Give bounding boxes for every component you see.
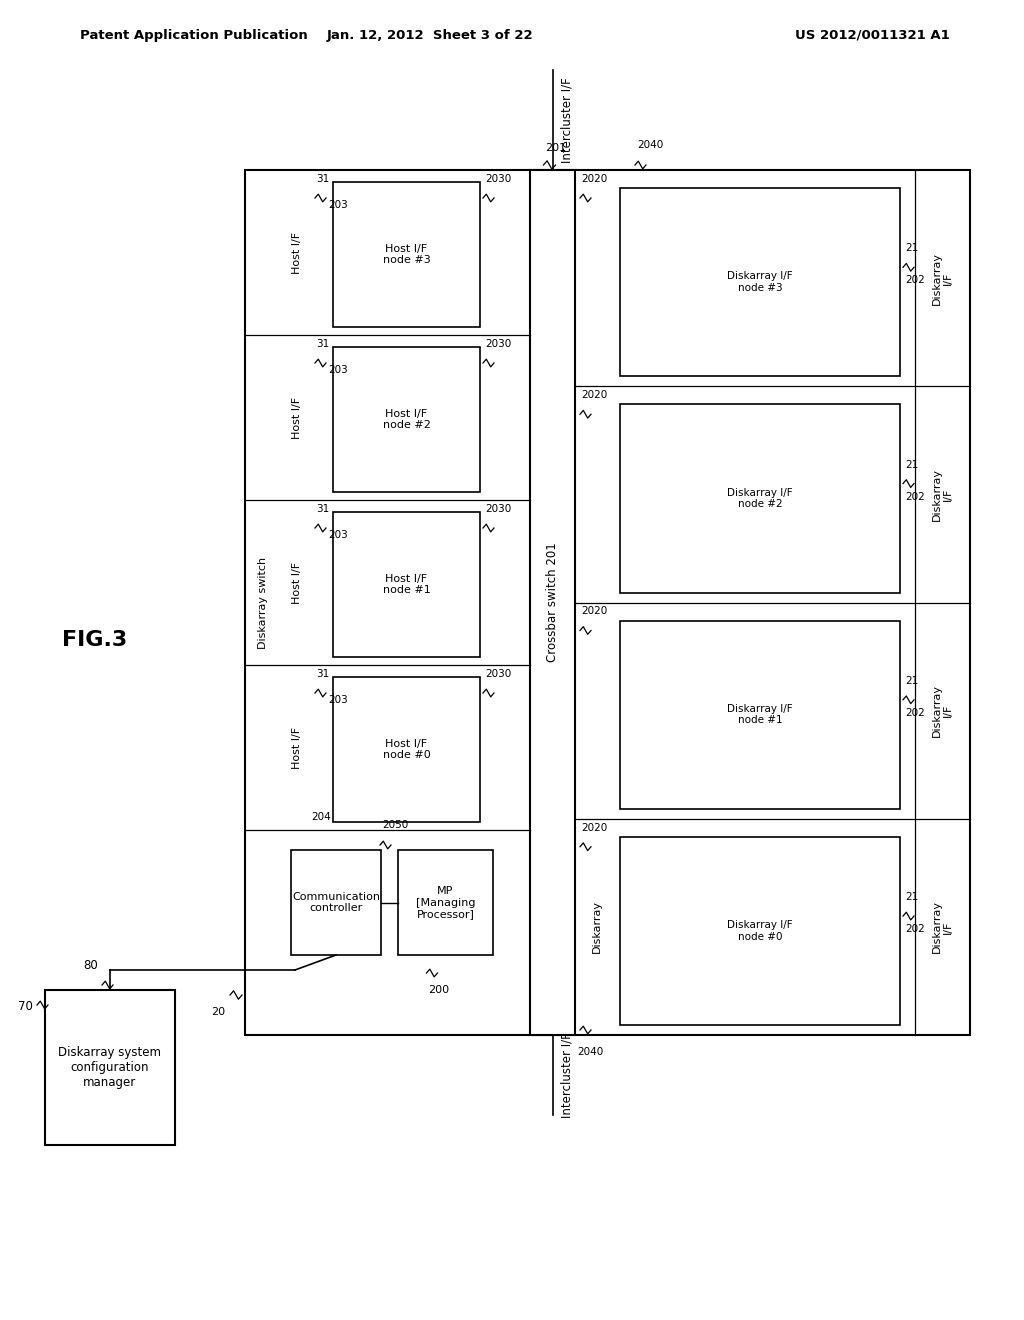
Text: Diskarray I/F
node #2: Diskarray I/F node #2 [727,487,793,510]
Text: 2030: 2030 [485,669,511,678]
Bar [45,990,175,1144]
Text: Diskarray switch: Diskarray switch [258,557,268,648]
Text: US 2012/0011321 A1: US 2012/0011321 A1 [796,29,950,41]
Text: Host I/F
node #0: Host I/F node #0 [383,739,430,760]
Text: 202: 202 [905,708,925,718]
Bar [333,677,480,822]
Text: 203: 203 [328,531,348,540]
Bar [620,404,900,593]
Text: Host I/F: Host I/F [292,231,302,273]
Bar [291,850,381,954]
Bar [620,837,900,1026]
Text: 80: 80 [83,960,98,972]
Text: 2030: 2030 [485,504,511,513]
Text: 31: 31 [316,339,330,348]
Text: 2020: 2020 [581,391,607,400]
Text: 2020: 2020 [581,174,607,183]
Text: 202: 202 [905,276,925,285]
Text: 203: 203 [328,366,348,375]
Text: 203: 203 [328,696,348,705]
Bar [333,347,480,492]
Bar [333,182,480,327]
Bar [620,187,900,376]
Bar [333,512,480,657]
Bar [530,170,575,1035]
Text: Intercluster I/F: Intercluster I/F [560,1032,573,1118]
Text: 31: 31 [316,174,330,183]
Text: 2030: 2030 [485,174,511,183]
Text: Host I/F: Host I/F [292,726,302,768]
Text: 2040: 2040 [637,140,664,150]
Text: Host I/F
node #1: Host I/F node #1 [383,574,430,595]
Text: FIG.3: FIG.3 [62,630,128,649]
Text: Crossbar switch 201: Crossbar switch 201 [546,543,559,663]
Text: 31: 31 [316,669,330,678]
Text: 201: 201 [546,143,566,153]
Text: 2020: 2020 [581,822,607,833]
Text: 2050: 2050 [382,820,409,830]
Text: 21: 21 [905,243,919,253]
Text: 203: 203 [328,201,348,210]
Text: Diskarray
I/F: Diskarray I/F [932,900,953,953]
Text: 21: 21 [905,459,919,470]
Text: Diskarray
I/F: Diskarray I/F [932,252,953,305]
Text: Diskarray I/F
node #1: Diskarray I/F node #1 [727,704,793,726]
Text: Host I/F: Host I/F [292,561,302,603]
Text: 70: 70 [18,1001,33,1012]
Text: 21: 21 [905,892,919,902]
Text: 31: 31 [316,504,330,513]
Text: 21: 21 [905,676,919,686]
Text: Diskarray
I/F: Diskarray I/F [932,467,953,521]
Text: Diskarray: Diskarray [592,900,602,953]
Text: MP
[Managing
Processor]: MP [Managing Processor] [416,886,475,919]
Text: Diskarray I/F
node #0: Diskarray I/F node #0 [727,920,793,941]
Text: Host I/F
node #2: Host I/F node #2 [383,409,430,430]
Text: Communication
controller: Communication controller [292,892,380,913]
Text: Host I/F
node #3: Host I/F node #3 [383,244,430,265]
Text: 2020: 2020 [581,606,607,616]
Bar [398,850,493,954]
Text: 200: 200 [428,985,450,995]
Text: 202: 202 [905,491,925,502]
Bar [620,620,900,809]
Text: 2030: 2030 [485,339,511,348]
Text: 20: 20 [211,1007,225,1016]
Text: Patent Application Publication: Patent Application Publication [80,29,308,41]
Text: Diskarray
I/F: Diskarray I/F [932,684,953,737]
Text: Host I/F: Host I/F [292,396,302,438]
Bar [245,170,970,1035]
Text: Diskarray I/F
node #3: Diskarray I/F node #3 [727,272,793,293]
Text: Jan. 12, 2012  Sheet 3 of 22: Jan. 12, 2012 Sheet 3 of 22 [327,29,534,41]
Text: 204: 204 [311,812,331,822]
Text: 2040: 2040 [577,1047,603,1057]
Text: 202: 202 [905,924,925,935]
Text: Intercluster I/F: Intercluster I/F [560,77,573,162]
Text: Diskarray system
configuration
manager: Diskarray system configuration manager [58,1045,162,1089]
